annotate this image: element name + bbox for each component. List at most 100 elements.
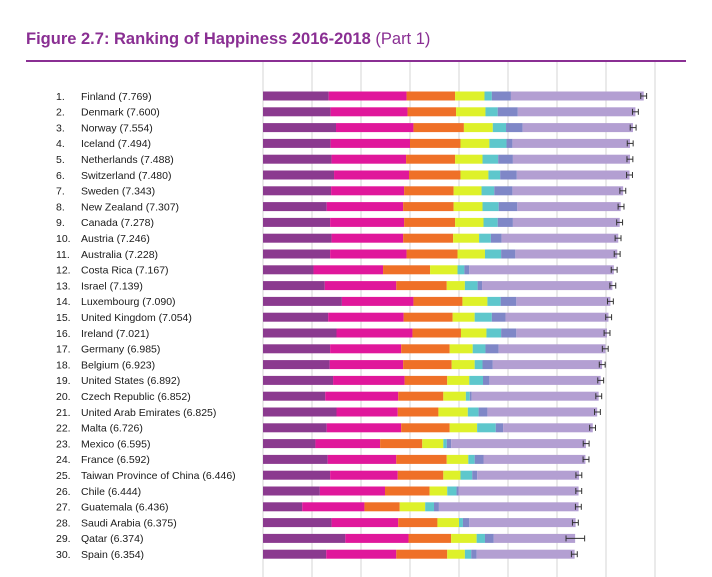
bar-segment <box>403 202 454 212</box>
country-label: Czech Republic (6.852) <box>81 391 191 403</box>
country-label: United Kingdom (7.054) <box>81 312 192 324</box>
rank-label: 24. <box>56 454 71 466</box>
bar-segment <box>329 360 404 370</box>
bar-segment <box>263 170 335 180</box>
bar-segment <box>501 249 516 259</box>
bar-segment <box>263 123 337 133</box>
bar-segment <box>263 202 327 212</box>
bar-segment <box>406 91 456 101</box>
bar-segment <box>413 296 463 306</box>
bar-segment <box>452 312 475 322</box>
bar-segment <box>313 265 384 275</box>
bar-segment <box>263 312 329 322</box>
country-label: Canada (7.278) <box>81 217 154 229</box>
bar-segment <box>483 217 498 227</box>
bar-segment <box>503 423 593 433</box>
rank-label: 15. <box>56 312 71 324</box>
bar-segment <box>469 518 576 528</box>
bar-segment <box>403 360 452 370</box>
bar-segment <box>398 391 444 401</box>
bar-segment <box>263 439 316 449</box>
bar-segment <box>486 328 502 338</box>
country-label: Costa Rica (7.167) <box>81 265 169 277</box>
bar-segment <box>500 296 517 306</box>
country-label: Malta (6.726) <box>81 423 143 435</box>
bar-segment <box>315 439 381 449</box>
bar-segment <box>482 360 493 370</box>
bar-segment <box>460 170 489 180</box>
rank-label: 13. <box>56 280 71 292</box>
bar-segment <box>263 138 331 148</box>
bar-segment <box>485 344 499 354</box>
bar-segment <box>404 186 454 196</box>
bar-segment <box>469 391 472 401</box>
country-label: Finland (7.769) <box>81 91 152 103</box>
bar-segment <box>476 533 485 543</box>
bar-segment <box>493 533 576 543</box>
bar-segment <box>438 407 468 417</box>
bar-segment <box>449 423 478 433</box>
bar-segment <box>449 344 473 354</box>
country-label: Ireland (7.021) <box>81 328 149 340</box>
bar-segment <box>489 138 507 148</box>
rank-label: 21. <box>56 407 71 419</box>
bar-segment <box>263 375 334 385</box>
bar-segment <box>460 470 473 480</box>
bar-segment <box>330 138 410 148</box>
bar-segment <box>482 202 499 212</box>
bar-segment <box>487 296 501 306</box>
rank-label: 9. <box>56 217 65 229</box>
bar-segment <box>455 91 485 101</box>
bar-segment <box>516 170 630 180</box>
bar-segment <box>451 439 586 449</box>
rank-label: 27. <box>56 502 71 514</box>
rank-label: 4. <box>56 138 65 150</box>
bar-segment <box>263 533 346 543</box>
bar-segment <box>472 470 478 480</box>
bar-segment <box>263 502 303 512</box>
bar-segment <box>263 249 331 259</box>
bar-segment <box>510 91 644 101</box>
bar-segment <box>455 154 483 164</box>
country-label: Saudi Arabia (6.375) <box>81 517 177 529</box>
bar-segment <box>443 391 466 401</box>
country-label: Chile (6.444) <box>81 486 141 498</box>
bar-segment <box>430 265 458 275</box>
bar-segment <box>403 233 454 243</box>
country-label: Switzerland (7.480) <box>81 170 171 182</box>
bar-segment <box>404 217 456 227</box>
bar-segment <box>505 312 609 322</box>
bar-segment <box>263 281 325 291</box>
country-label: Netherlands (7.488) <box>81 154 174 166</box>
bar-segment <box>328 91 407 101</box>
bar-segment <box>263 470 331 480</box>
bar-segment <box>501 328 517 338</box>
rank-label: 16. <box>56 328 71 340</box>
bar-segment <box>464 265 470 275</box>
bar-segment <box>263 407 337 417</box>
bar-segment <box>456 107 486 117</box>
rank-label: 1. <box>56 91 65 103</box>
bar-segment <box>451 360 475 370</box>
bar-segment <box>487 407 598 417</box>
rank-label: 12. <box>56 265 71 277</box>
bar-segment <box>457 249 485 259</box>
bar-segment <box>263 360 330 370</box>
bar-segment <box>446 454 469 464</box>
bar-segment <box>330 217 405 227</box>
bar-segment <box>469 375 484 385</box>
bar-segment <box>506 123 523 133</box>
country-label: Qatar (6.374) <box>81 533 143 545</box>
bar-segment <box>494 186 513 196</box>
bar-segment <box>474 312 492 322</box>
bar-segment <box>263 91 329 101</box>
rank-label: 10. <box>56 233 71 245</box>
bar-segment <box>512 138 631 148</box>
country-label: Guatemala (6.436) <box>81 502 169 514</box>
bar-segment <box>396 549 448 559</box>
rank-label: 25. <box>56 470 71 482</box>
bar-segment <box>491 312 506 322</box>
bar-segment <box>474 360 483 370</box>
bar-segment <box>462 296 488 306</box>
